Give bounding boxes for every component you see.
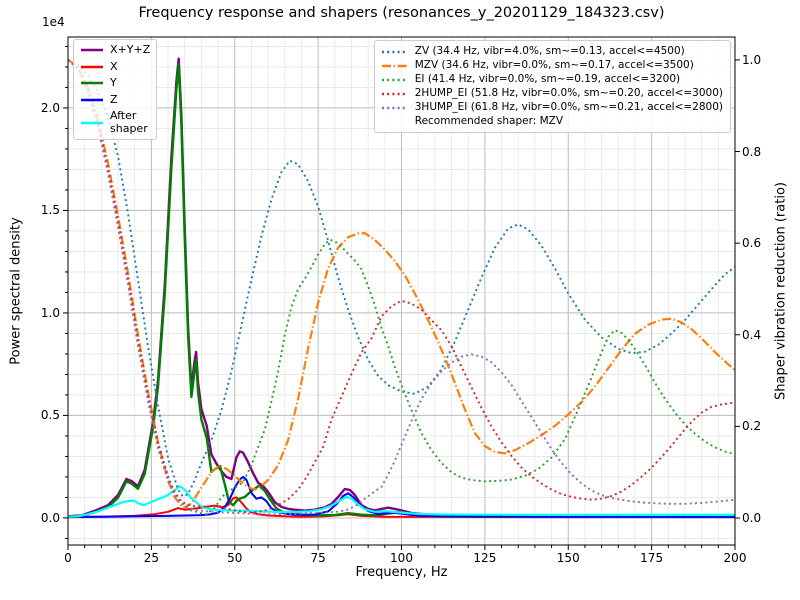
curve-mzv	[67, 58, 736, 509]
x-tick-label: 50	[227, 551, 243, 565]
x-tick-label: 150	[556, 551, 580, 565]
legend-shapers: ZV (34.4 Hz, vibr=4.0%, sm~=0.13, accel<…	[373, 40, 731, 133]
curve-after-shaper	[67, 485, 735, 518]
x-tick-label: 175	[640, 551, 664, 565]
legend-shaper-label: ZV (34.4 Hz, vibr=4.0%, sm~=0.13, accel<…	[414, 45, 685, 57]
y-right-tick-label: 0.4	[742, 327, 762, 342]
y-left-tick-label: 1.5	[40, 203, 60, 218]
chart-title: Frequency response and shapers (resonanc…	[138, 5, 665, 21]
legend-item: 3HUMP_EI (61.8 Hz, vibr=0.0%, sm~=0.21, …	[381, 101, 723, 114]
legend-psd-label: Y	[110, 76, 117, 89]
curve-zv	[67, 59, 736, 498]
x-tick-label: 25	[143, 551, 160, 565]
y-left-tick-label: 0.0	[40, 510, 60, 525]
legend-psd: X+Y+Z X Y Z After shaper	[73, 39, 157, 140]
x-tick-label: 200	[723, 551, 747, 565]
legend-shaper-label: 3HUMP_EI (61.8 Hz, vibr=0.0%, sm~=0.21, …	[414, 101, 723, 113]
curve-2hump-ei	[67, 59, 736, 514]
y-axis-offset-label: 1e4	[42, 15, 65, 29]
legend-item: Y	[81, 76, 149, 90]
y-right-axis-label: Shaper vibration reduction (ratio)	[773, 182, 789, 400]
legend-item: EI (41.4 Hz, vibr=0.0%, sm~=0.19, accel<…	[381, 73, 723, 86]
x-axis-label: Frequency, Hz	[355, 565, 448, 580]
y-right-tick-label: 0.2	[742, 419, 762, 434]
legend-line-swatch	[381, 64, 408, 67]
legend-item: MZV (34.6 Hz, vibr=0.0%, sm~=0.17, accel…	[381, 59, 723, 72]
x-tick-label: 125	[473, 551, 497, 565]
y-right-tick-label: 0.8	[742, 144, 762, 159]
legend-shaper-label: EI (41.4 Hz, vibr=0.0%, sm~=0.19, accel<…	[414, 73, 681, 85]
x-tick-label: 0	[64, 551, 72, 565]
legend-line-swatch	[81, 98, 103, 101]
legend-item: Z	[81, 92, 149, 107]
legend-shaper-label: 2HUMP_EI (51.8 Hz, vibr=0.0%, sm~=0.20, …	[414, 87, 723, 99]
legend-line-swatch	[81, 49, 103, 52]
legend-line-swatch	[81, 121, 103, 124]
legend-item: X	[81, 59, 149, 74]
legend-line-swatch	[381, 50, 408, 53]
legend-line-swatch	[81, 65, 103, 68]
series-curves	[67, 57, 736, 519]
legend-item: ZV (34.4 Hz, vibr=4.0%, sm~=0.13, accel<…	[381, 45, 723, 58]
y-left-tick-label: 1.0	[40, 305, 60, 320]
legend-item: After shaper	[81, 109, 149, 135]
y-right-tick-label: 0.0	[742, 510, 762, 525]
legend-line-swatch	[381, 106, 408, 109]
tick-marks	[63, 45, 740, 550]
x-tick-label: 75	[310, 551, 326, 565]
legend-psd-label: X+Y+Z	[110, 43, 151, 56]
curve-3hump-ei	[67, 59, 736, 516]
legend-psd-label: Z	[110, 92, 118, 106]
legend-psd-label: X	[110, 59, 118, 73]
legend-item: X+Y+Z	[81, 43, 151, 57]
y-right-tick-label: 1.0	[742, 52, 762, 67]
legend-psd-label: After shaper	[110, 109, 148, 135]
x-tick-label: 100	[390, 551, 413, 565]
y-left-tick-label: 2.0	[40, 100, 60, 115]
legend-line-swatch	[381, 92, 408, 95]
y-left-tick-label: 0.5	[40, 408, 60, 423]
legend-line-swatch	[81, 82, 103, 85]
y-left-axis-label: Power spectral density	[8, 217, 24, 365]
legend-shaper-label: MZV (34.6 Hz, vibr=0.0%, sm~=0.17, accel…	[414, 59, 694, 71]
recommended-shaper-text: Recommended shaper: MZV	[414, 115, 564, 127]
legend-line-swatch	[381, 78, 408, 81]
y-right-tick-label: 0.6	[742, 236, 762, 251]
legend-item: 2HUMP_EI (51.8 Hz, vibr=0.0%, sm~=0.20, …	[381, 87, 723, 100]
